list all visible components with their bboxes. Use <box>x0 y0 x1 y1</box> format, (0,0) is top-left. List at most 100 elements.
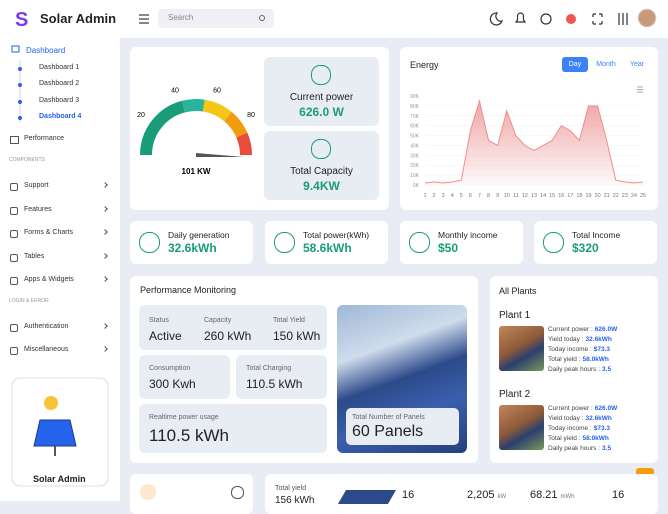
bottom-label: Total yield <box>275 485 307 492</box>
bottom-stat: 68.21 mWh <box>530 489 575 501</box>
gauge-segment <box>140 100 186 156</box>
field-value: 58.0kWh <box>582 435 609 442</box>
stat-value: 2,205 <box>467 489 495 501</box>
card <box>265 221 388 264</box>
card <box>400 47 658 210</box>
search-placeholder[interactable]: Search <box>168 13 194 22</box>
stat-unit: mWh <box>560 494 575 500</box>
nav-icon <box>10 183 18 191</box>
field-value: $73.3 <box>593 346 610 353</box>
card <box>534 221 657 264</box>
perf-box <box>139 404 327 453</box>
nav-item[interactable]: Forms & Charts <box>24 229 74 236</box>
gauge-tick-label: 60 <box>213 87 221 94</box>
gauge-segment <box>182 99 205 113</box>
section-title: All Plants <box>499 286 537 296</box>
panel-value: 60 Panels <box>352 423 424 440</box>
panel-overlay <box>346 408 459 445</box>
plant-field: Today income : $73.3 <box>548 425 610 432</box>
field-label: Yield today : <box>548 336 584 343</box>
flag-icon[interactable] <box>566 14 576 24</box>
nav-subitem[interactable]: Dashboard 3 <box>39 96 80 104</box>
nav-item[interactable]: Features <box>24 205 52 213</box>
range-button[interactable]: Day <box>562 57 588 72</box>
nav-item[interactable]: Apps & Widgets <box>24 276 74 283</box>
perf-box <box>139 355 230 399</box>
nav-subitem[interactable]: Dashboard 2 <box>39 80 80 88</box>
stat-value: 58.6kWh <box>303 241 352 255</box>
stat-unit: kW <box>497 494 507 500</box>
stat-label: Total power(kWh) <box>303 230 370 240</box>
search-box[interactable] <box>158 9 274 28</box>
header-icons[interactable] <box>489 12 628 26</box>
nav-item[interactable]: Tables <box>24 252 45 260</box>
stat-value: $320 <box>572 241 599 255</box>
gauge: 20 40 60 80 101 KW <box>137 87 255 176</box>
field-label: Total yield : <box>548 435 581 442</box>
kpi-icon <box>311 139 331 159</box>
nav-item[interactable]: Miscellaneous <box>24 346 69 353</box>
stat-value: 68.21 <box>530 489 558 501</box>
kpi-box <box>264 131 379 200</box>
search-icon <box>259 15 265 21</box>
nav-item[interactable]: Support <box>24 182 49 189</box>
info-icon <box>231 486 244 499</box>
perf-value: 110.5 kWh <box>149 426 230 445</box>
perf-label: Total Charging <box>246 365 292 372</box>
avatar[interactable] <box>637 8 657 28</box>
section-title: Performance Monitoring <box>140 285 237 295</box>
nav-icon <box>10 136 19 144</box>
icons: S <box>11 8 657 487</box>
stat-value: 16 <box>612 489 625 501</box>
plant-photo <box>499 326 544 371</box>
field-label: Current power : <box>548 326 593 333</box>
range-button[interactable]: Year <box>629 61 645 68</box>
nav-subitem[interactable]: Dashboard 1 <box>39 64 80 71</box>
plant-field: Yield today :32.6kWh <box>548 336 612 343</box>
perf-box <box>236 355 327 399</box>
gauge-reading: 101 KW <box>182 167 211 176</box>
kpi-value: 626.0 W <box>299 105 344 119</box>
stat-label: Total Income <box>572 230 621 240</box>
sidebar-card-title: Solar Admin <box>33 474 86 484</box>
panel-icon <box>33 419 77 447</box>
nav-subitem[interactable]: Dashboard 4 <box>39 112 82 120</box>
nav-item[interactable]: Dashboard <box>26 46 66 55</box>
panel-label: Total Number of Panels <box>352 414 425 421</box>
field-value: 58.0kWh <box>582 356 609 363</box>
chart-title: Energy <box>410 60 439 70</box>
stat-icon <box>139 232 160 253</box>
bottom-stat: 16 <box>612 489 624 501</box>
menu-icon[interactable] <box>139 14 149 24</box>
field-label: Today income : <box>548 425 592 432</box>
range-button[interactable]: Month <box>596 61 616 68</box>
gauge-segment <box>236 132 252 156</box>
perf-value: Active <box>149 329 182 343</box>
nav-icon <box>10 206 18 215</box>
perf-value: 300 Kwh <box>149 377 196 391</box>
gauge-tick-label: 80 <box>247 112 255 119</box>
field-value: $73.3 <box>593 425 610 432</box>
bottom-icon <box>140 484 156 500</box>
nav-icon <box>10 323 18 332</box>
field-value: 3.5 <box>602 445 612 452</box>
plant-field: Yield today :32.6kWh <box>548 415 612 422</box>
kpi-label: Total Capacity <box>290 166 353 177</box>
plant-field: Current power :626.0W <box>548 405 617 412</box>
stat-value: $50 <box>438 241 459 255</box>
field-value: 32.6kWh <box>585 336 612 343</box>
nav-dot <box>18 83 22 88</box>
field-label: Daily peak hours : <box>548 366 601 373</box>
plant-field: Today income : $73.3 <box>548 346 610 353</box>
kpi-box <box>264 57 379 126</box>
perf-label: Total Yield <box>273 317 305 324</box>
perf-value: 150 kWh <box>273 329 321 343</box>
gauge-segment <box>223 111 248 138</box>
nav-item[interactable]: Performance <box>24 135 65 142</box>
kpi-value: 9.4KW <box>303 179 340 193</box>
perf-label: Realtime power usage <box>149 414 219 421</box>
nav-item[interactable]: Authentication <box>24 322 69 330</box>
gauge-needle <box>196 153 244 157</box>
section-title: LOGIN & ERROR <box>9 297 49 304</box>
